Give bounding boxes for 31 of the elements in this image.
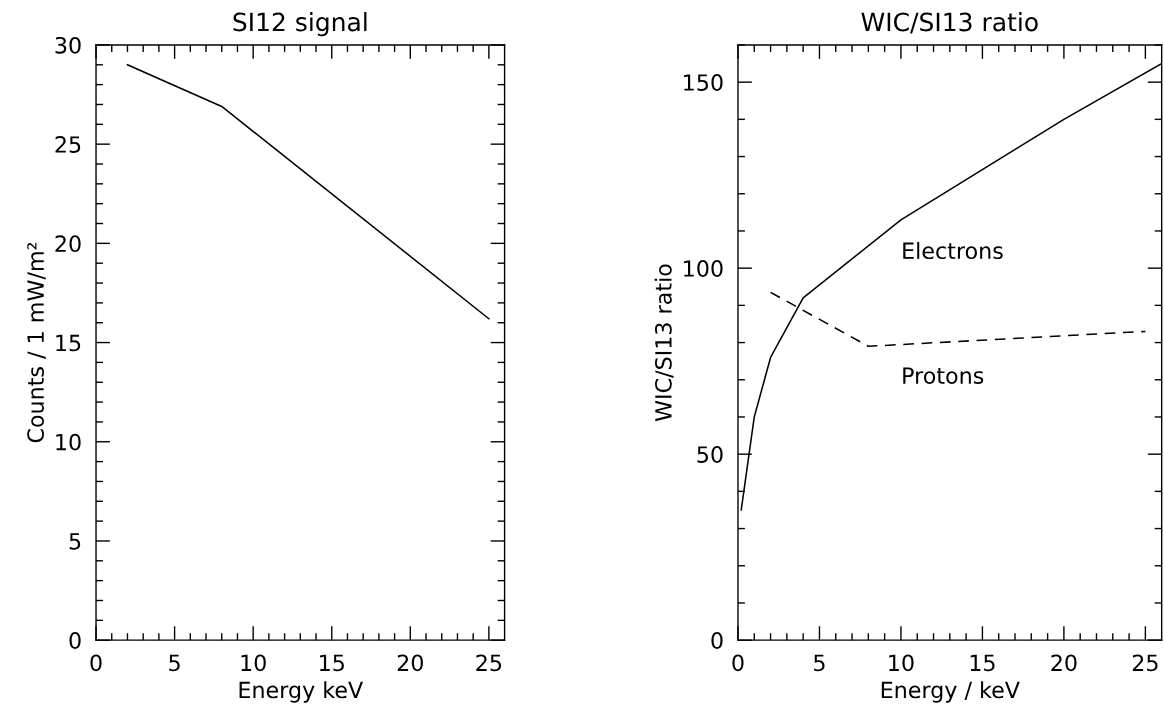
x-tick-label: 15 <box>970 654 995 672</box>
y-tick-label: 5 <box>69 533 81 550</box>
y-axis-title: Counts / 1 mW/m² <box>27 242 46 443</box>
y-tick-label: 0 <box>69 632 81 649</box>
series-label: Protons <box>903 367 984 384</box>
y-axis-title: WIC/SI13 ratio <box>654 264 674 422</box>
y-tick-label: 25 <box>55 136 81 153</box>
y-tick-label: 150 <box>684 74 723 91</box>
x-tick-label: 10 <box>889 654 914 672</box>
x-tick-label: 25 <box>1132 654 1158 672</box>
y-tick-label: 50 <box>697 446 723 463</box>
chart-title: SI12 signal <box>233 12 367 37</box>
x-tick-label: 0 <box>732 654 744 672</box>
y-tick-label: 20 <box>55 235 81 253</box>
series-label: Electrons <box>903 241 1003 260</box>
y-tick-label: 15 <box>56 334 81 352</box>
x-tick-label: 0 <box>90 654 102 672</box>
y-tick-label: 30 <box>55 36 81 54</box>
x-tick-label: 25 <box>476 654 502 672</box>
y-tick-label: 100 <box>684 260 723 277</box>
x-tick-label: 20 <box>397 654 423 672</box>
x-tick-label: 5 <box>814 654 825 672</box>
x-tick-label: 20 <box>1051 654 1077 672</box>
x-tick-label: 5 <box>169 654 180 672</box>
x-axis-title: Energy keV <box>239 681 364 703</box>
y-tick-label: 0 <box>711 632 723 649</box>
y-tick-label: 10 <box>56 433 81 451</box>
chart-title: WIC/SI13 ratio <box>861 12 1038 34</box>
x-tick-label: 15 <box>320 654 344 672</box>
x-tick-label: 10 <box>241 654 266 672</box>
x-axis-title: Energy / keV <box>881 681 1020 703</box>
